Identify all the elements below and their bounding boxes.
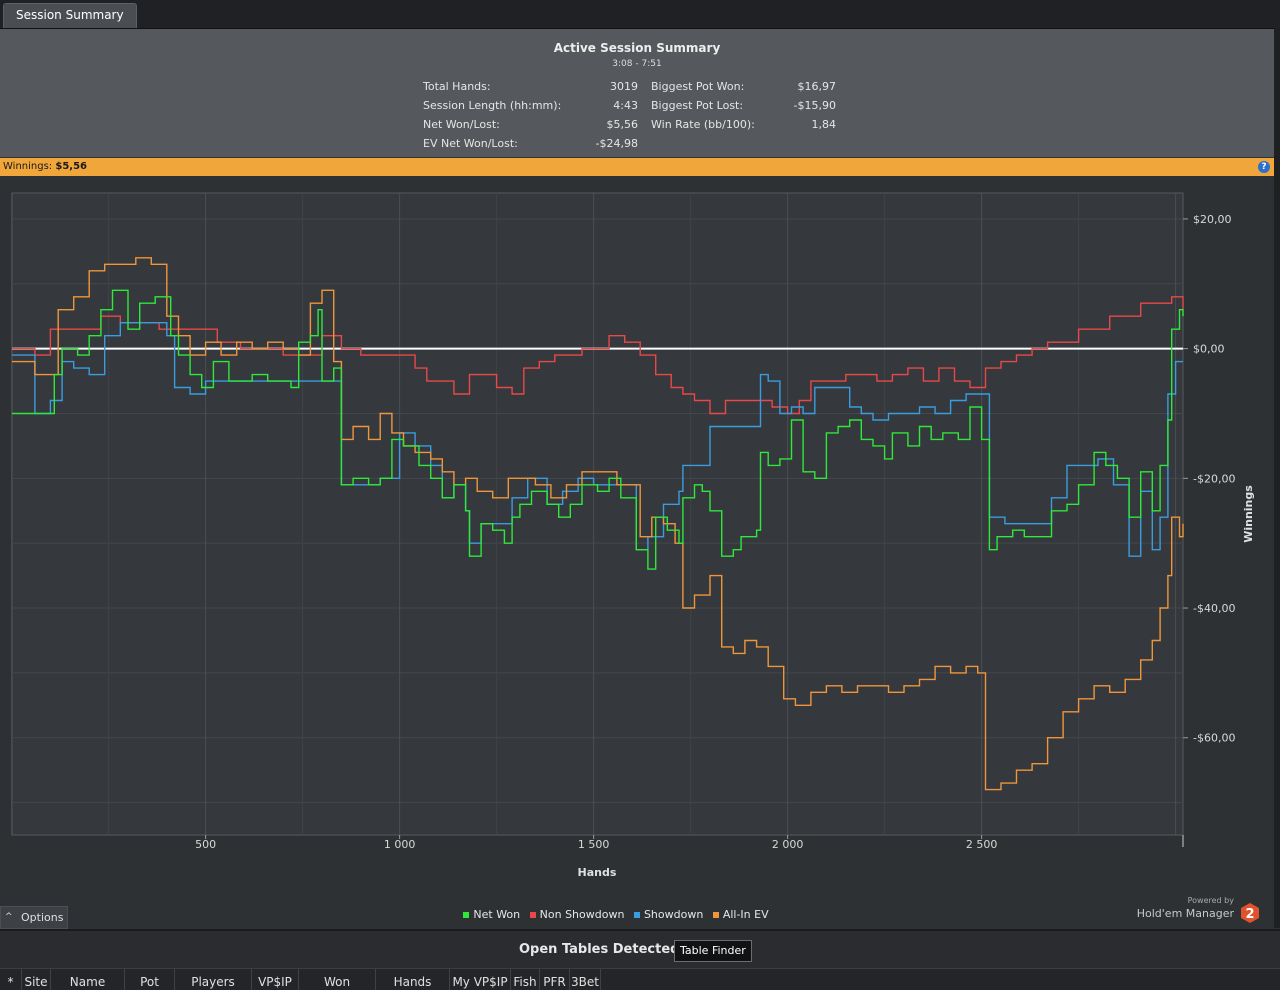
- powered-by-label: Powered by: [1187, 896, 1234, 905]
- legend-label-all-in-ev: All-In EV: [722, 908, 769, 921]
- winnings-value: $5,56: [55, 161, 87, 172]
- column-header-my-vpip[interactable]: My VP$IP: [450, 969, 511, 990]
- plot-area: [11, 192, 1184, 836]
- winnings-bar: Winnings: $5,56 ?: [0, 158, 1274, 176]
- chevron-up-icon: ^: [5, 912, 13, 922]
- tab-bar: Session Summary: [0, 0, 1280, 29]
- legend-label-showdown: Showdown: [643, 908, 704, 921]
- column-header-pfr[interactable]: PFR: [540, 969, 570, 990]
- stat-value-biggest-pot-won: $16,97: [797, 80, 837, 93]
- column-header-site[interactable]: Site: [22, 969, 51, 990]
- column-header-name[interactable]: Name: [51, 969, 125, 990]
- tab-session-summary[interactable]: Session Summary: [3, 3, 137, 28]
- legend-swatch-all-in-ev: [712, 912, 719, 918]
- legend-item-showdown[interactable]: Showdown: [633, 908, 704, 921]
- x-tick-label: 2 000: [772, 838, 804, 851]
- stat-label-biggest-pot-lost: Biggest Pot Lost:: [651, 99, 744, 112]
- open-tables-title: Open Tables Detected: [519, 942, 680, 957]
- y-tick-label: $0,00: [1193, 343, 1225, 356]
- column-header-pot[interactable]: Pot: [125, 969, 175, 990]
- series-line-non-showdown: [12, 296, 1184, 415]
- logo-text: 2: [1245, 907, 1254, 922]
- column-header-hands[interactable]: Hands: [376, 969, 450, 990]
- options-label: Options: [21, 911, 64, 924]
- x-tick-label: 1 000: [384, 838, 416, 851]
- x-axis-label: Hands: [578, 866, 617, 879]
- stat-label-total-hands: Total Hands:: [423, 80, 491, 93]
- winnings-label: Winnings:: [3, 161, 53, 172]
- y-tick-label: -$60,00: [1193, 732, 1235, 745]
- legend-label-net-won: Net Won: [473, 908, 521, 921]
- series-line-all-in-ev: [12, 257, 1184, 791]
- right-edge-strip: [1274, 28, 1280, 928]
- legend-swatch-non-showdown: [529, 912, 536, 918]
- grid-lines: [11, 193, 1183, 835]
- legend-item-all-in-ev[interactable]: All-In EV: [712, 908, 769, 921]
- open-tables-header: * Site Name Pot Players VP$IP Won Hands …: [0, 968, 1280, 990]
- options-button[interactable]: ^ Options: [0, 906, 68, 929]
- chart-legend: Net Won Non Showdown Showdown All-In EV: [0, 908, 1232, 921]
- stat-label-win-rate: Win Rate (bb/100):: [651, 118, 755, 131]
- help-icon[interactable]: ?: [1258, 161, 1270, 173]
- stat-value-win-rate: 1,84: [811, 118, 837, 131]
- column-header-fish[interactable]: Fish: [511, 969, 540, 990]
- column-header-players[interactable]: Players: [175, 969, 252, 990]
- column-header-won[interactable]: Won: [299, 969, 376, 990]
- stat-value-total-hands: 3019: [610, 80, 638, 93]
- summary-time-range: 3:08 - 7:51: [612, 59, 662, 69]
- y-tick-label: $20,00: [1193, 213, 1232, 226]
- summary-title: Active Session Summary: [553, 41, 721, 55]
- legend-item-net-won[interactable]: Net Won: [463, 908, 520, 921]
- brand-name: Hold'em Manager: [1136, 907, 1234, 920]
- x-tick-label: 2 500: [966, 838, 998, 851]
- stat-value-ev-net-won: -$24,98: [595, 137, 638, 150]
- hem2-logo-icon: 2: [1241, 903, 1259, 923]
- column-header-3bet[interactable]: 3Bet: [570, 969, 601, 990]
- column-header-vpip[interactable]: VP$IP: [252, 969, 299, 990]
- y-tick-label: -$40,00: [1193, 602, 1235, 615]
- legend-swatch-net-won: [463, 912, 470, 918]
- open-tables-panel: Open Tables Detected Table Finder * Site…: [0, 929, 1280, 990]
- stat-value-biggest-pot-lost: -$15,90: [793, 99, 836, 112]
- legend-item-non-showdown[interactable]: Non Showdown: [529, 908, 625, 921]
- legend-swatch-showdown: [633, 912, 640, 918]
- stat-label-biggest-pot-won: Biggest Pot Won:: [651, 80, 745, 93]
- series-line-net-won: [12, 289, 1184, 570]
- y-axis-label: Winnings: [1242, 485, 1255, 543]
- stat-value-session-length: 4:43: [613, 99, 638, 112]
- winnings-bar-text: Winnings: $5,56: [3, 158, 87, 176]
- winnings-chart-panel: $20,00 $0,00 -$20,00 -$40,00 -$60,00 500 1 000…: [0, 177, 1274, 928]
- legend-label-non-showdown: Non Showdown: [539, 908, 625, 921]
- stat-label-session-length: Session Length (hh:mm):: [423, 99, 562, 112]
- stat-value-net-won: $5,56: [606, 118, 639, 131]
- table-finder-button[interactable]: Table Finder: [674, 940, 752, 962]
- column-header-star[interactable]: *: [0, 969, 22, 990]
- stat-label-net-won: Net Won/Lost:: [423, 118, 500, 131]
- x-tick-label: 500: [195, 838, 216, 851]
- winnings-chart: $20,00 $0,00 -$20,00 -$40,00 -$60,00 500 1 000…: [11, 192, 1255, 879]
- x-tick-label: 1 500: [578, 838, 610, 851]
- y-tick-label: -$20,00: [1193, 472, 1235, 485]
- session-summary-panel: Active Session Summary 3:08 - 7:51 Total…: [0, 29, 1274, 157]
- stat-label-ev-net-won: EV Net Won/Lost:: [423, 137, 518, 150]
